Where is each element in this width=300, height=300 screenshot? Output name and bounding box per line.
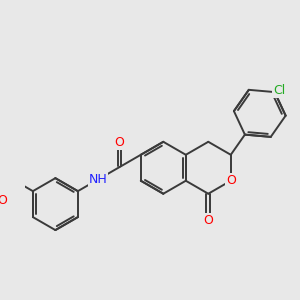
Text: O: O xyxy=(203,214,213,227)
Text: O: O xyxy=(226,174,236,187)
Text: O: O xyxy=(0,194,7,207)
Text: NH: NH xyxy=(89,173,107,186)
Text: O: O xyxy=(115,136,124,149)
Text: Cl: Cl xyxy=(273,85,285,98)
